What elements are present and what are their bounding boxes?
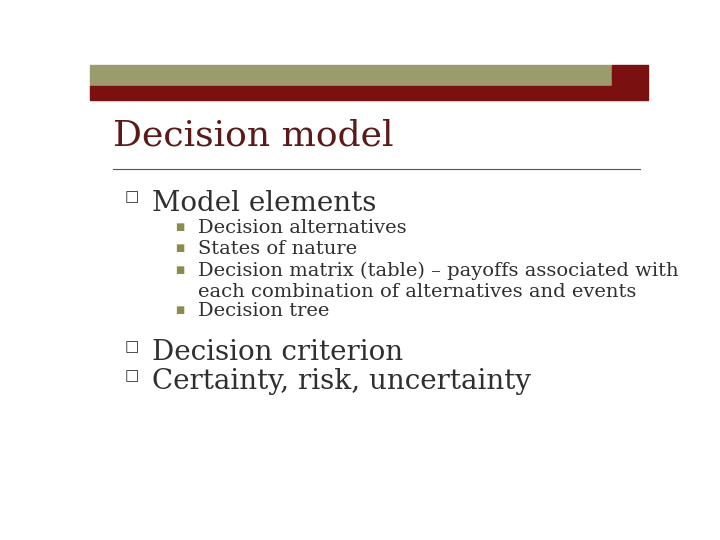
Text: Decision matrix (table) – payoffs associated with: Decision matrix (table) – payoffs associ… — [199, 262, 679, 280]
Text: Decision tree: Decision tree — [199, 302, 330, 320]
Text: ■: ■ — [175, 305, 184, 315]
Text: ■: ■ — [175, 265, 184, 275]
Text: Certainty, risk, uncertainty: Certainty, risk, uncertainty — [152, 368, 531, 395]
Bar — [90, 86, 612, 100]
Text: Model elements: Model elements — [152, 190, 377, 217]
Text: Decision model: Decision model — [113, 119, 394, 153]
Bar — [612, 65, 648, 100]
Bar — [90, 65, 612, 86]
Text: ■: ■ — [175, 222, 184, 232]
Text: States of nature: States of nature — [199, 240, 358, 258]
Text: Decision alternatives: Decision alternatives — [199, 219, 407, 237]
Text: □: □ — [125, 368, 139, 383]
Text: Decision criterion: Decision criterion — [152, 339, 403, 366]
Text: □: □ — [125, 339, 139, 354]
Text: each combination of alternatives and events: each combination of alternatives and eve… — [199, 284, 637, 301]
Text: ■: ■ — [175, 244, 184, 253]
Text: □: □ — [125, 190, 139, 205]
